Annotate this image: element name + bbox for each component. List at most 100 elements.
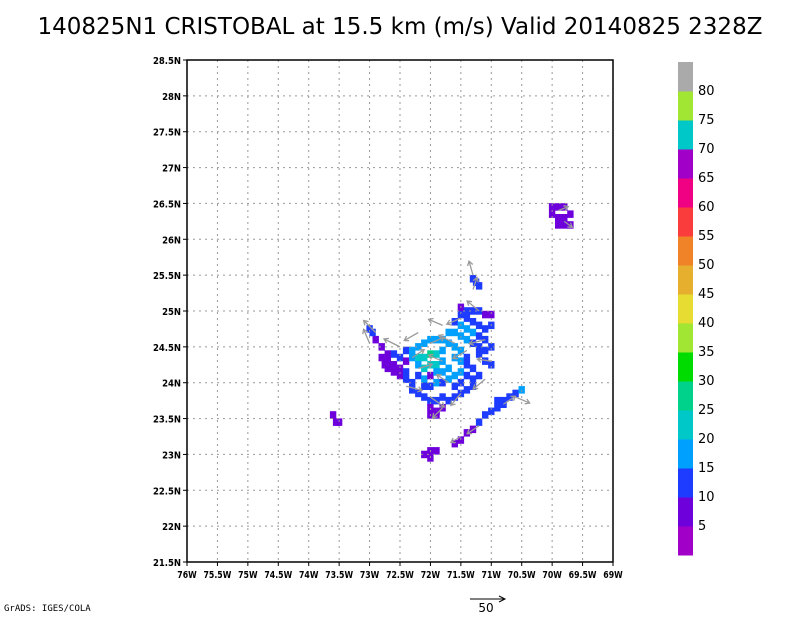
wind-cell [567, 221, 574, 229]
wind-vectors [362, 205, 574, 444]
wind-cell [421, 339, 428, 347]
wind-cell [555, 203, 562, 211]
wind-cell [567, 210, 574, 218]
wind-vector [427, 317, 443, 326]
colorbar-swatch [678, 236, 693, 266]
colorbar-label: 15 [698, 461, 715, 476]
x-tick-label: 73.5W [325, 570, 353, 581]
y-tick-label: 27N [162, 163, 181, 175]
wind-cell [439, 404, 446, 412]
wind-cell [482, 357, 489, 365]
wind-cell [518, 386, 525, 394]
wind-cell [427, 404, 434, 412]
wind-cell [512, 389, 519, 398]
wind-cell [427, 371, 434, 380]
wind-cell [488, 343, 495, 351]
x-tick-label: 72W [421, 570, 441, 581]
colorbar-label: 70 [698, 142, 715, 157]
wind-cell [378, 353, 385, 362]
wind-cell [421, 382, 428, 390]
wind-cell [482, 310, 489, 319]
wind-cell [463, 371, 471, 380]
wind-cell [548, 203, 556, 211]
wind-cell [494, 404, 501, 412]
wind-vector [563, 220, 574, 229]
wind-cell [463, 307, 471, 315]
wind-cell [555, 214, 562, 222]
x-tick-label: 73W [360, 570, 380, 581]
reference-vector-head [498, 595, 507, 603]
wind-cell [457, 436, 465, 444]
wind-cell [433, 368, 440, 376]
wind-cell [506, 393, 513, 401]
wind-cell [433, 361, 440, 369]
wind-cell [469, 307, 477, 315]
y-tick-label: 23N [162, 450, 181, 462]
wind-cell [415, 371, 422, 380]
y-tick-label: 24.5N [153, 342, 181, 354]
wind-cell [469, 318, 477, 326]
axis-ticks: 76W 75.5W 75W 74.5W 74W 73.5W 73W 72.5W 72W 71.5W… [153, 55, 623, 581]
x-tick-label: 71.5W [447, 570, 475, 581]
colorbar-swatch [678, 526, 693, 556]
wind-cell [390, 368, 398, 376]
y-tick-label: 26.5N [153, 199, 181, 211]
wind-cell [457, 368, 465, 376]
wind-vector [362, 319, 377, 333]
wind-cell [561, 214, 568, 222]
wind-cell [463, 335, 471, 344]
colorbar-label: 10 [698, 490, 715, 505]
wind-vector [476, 356, 492, 363]
wind-cell [457, 346, 465, 355]
wind-cell [421, 353, 428, 362]
wind-cell [475, 418, 483, 426]
wind-cell [482, 411, 489, 419]
wind-cell [469, 328, 477, 337]
x-tick-label: 76W [177, 570, 197, 581]
wind-cell [463, 353, 471, 362]
wind-cell [555, 221, 562, 229]
x-tick-label: 71W [482, 570, 502, 581]
wind-cell [475, 321, 483, 330]
wind-cell [415, 343, 422, 351]
wind-cell [372, 335, 379, 344]
wind-vector [435, 374, 450, 384]
wind-vector [557, 205, 570, 212]
wind-vector [451, 349, 468, 360]
wind-cell [451, 328, 458, 337]
wind-cell [451, 343, 458, 351]
wind-cell [415, 361, 422, 369]
colorbar-swatch [678, 352, 693, 382]
x-tick-label: 74.5W [264, 570, 292, 581]
y-tick-label: 24N [162, 378, 181, 390]
wind-cell [433, 350, 440, 358]
wind-cell [463, 361, 471, 369]
wind-cell [475, 332, 483, 340]
wind-cell [369, 328, 376, 337]
wind-speed-cells [329, 203, 574, 462]
wind-cell [482, 346, 489, 355]
wind-cell [445, 364, 452, 373]
y-tick-label: 25N [162, 306, 181, 318]
wind-cell [427, 382, 434, 390]
wind-cell [475, 371, 483, 380]
wind-vector [362, 328, 371, 344]
wind-cell [433, 335, 440, 344]
wind-vector [466, 425, 480, 435]
wind-cell [335, 418, 343, 426]
wind-cell [475, 350, 483, 358]
x-tick-label: 69W [603, 570, 623, 581]
colorbar-label: 65 [698, 171, 715, 186]
y-tick-label: 28N [162, 91, 181, 103]
colorbar-swatch [678, 120, 693, 150]
colorbar-swatch [678, 62, 693, 92]
wind-cell [421, 364, 428, 373]
wind-cell [433, 411, 440, 419]
wind-cell [402, 368, 410, 376]
colorbar-label: 5 [698, 519, 706, 534]
y-tick-label: 27.5N [153, 127, 181, 139]
wind-cell [390, 361, 398, 369]
wind-cell [439, 393, 446, 401]
x-tick-label: 70W [542, 570, 562, 581]
